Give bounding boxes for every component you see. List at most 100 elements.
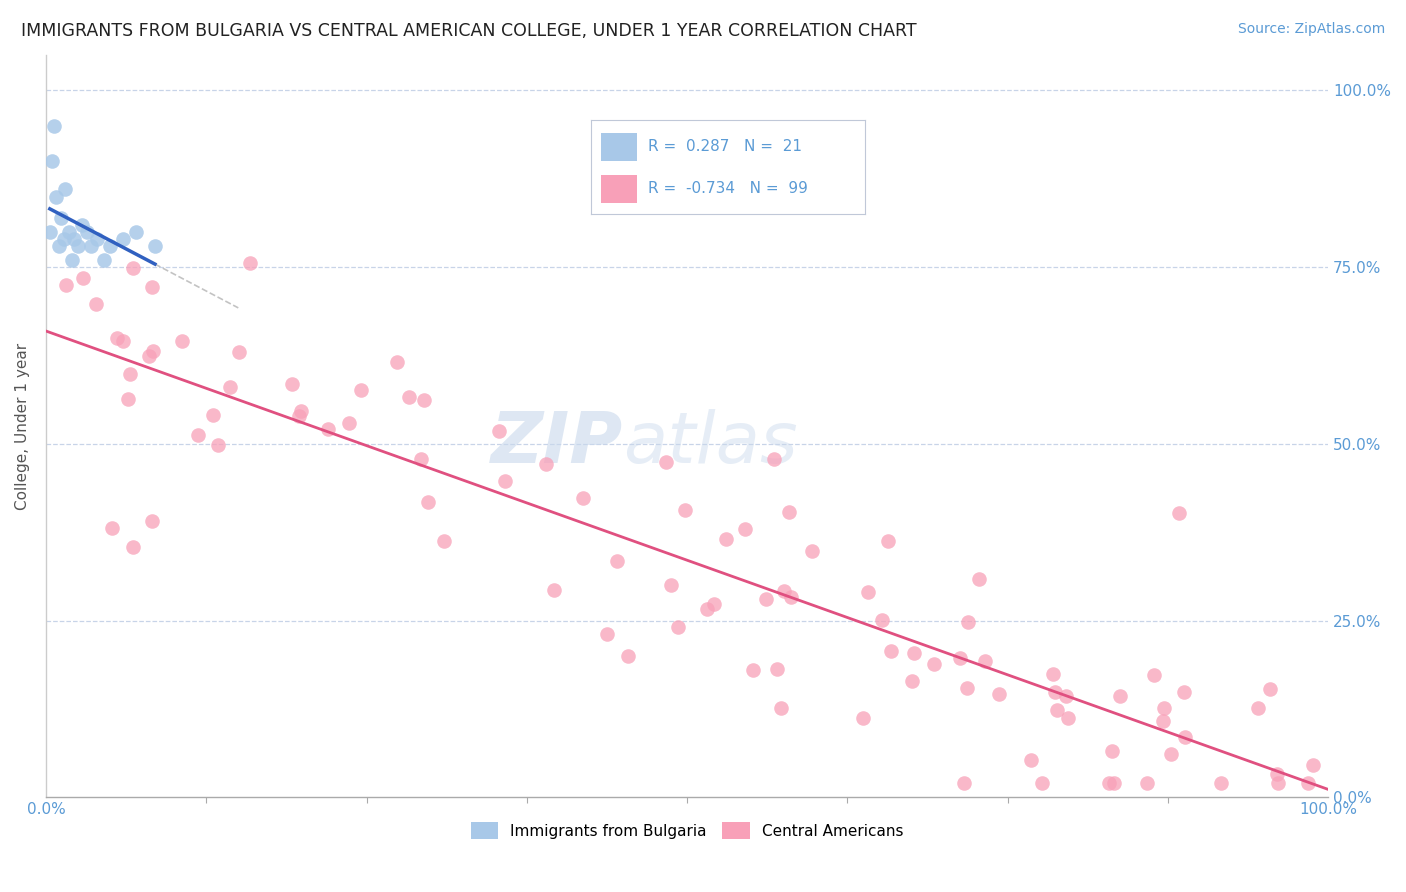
- Point: [779, 590, 801, 604]
- Point: [142, 344, 165, 359]
- Point: [111, 334, 134, 348]
- Point: [765, 662, 787, 676]
- Point: [778, 505, 800, 519]
- Point: [801, 543, 824, 558]
- Point: [48, 239, 70, 253]
- Point: [41, 154, 63, 169]
- Point: [290, 403, 312, 417]
- Point: [143, 239, 166, 253]
- Point: [955, 681, 977, 695]
- Point: [416, 495, 439, 509]
- Point: [111, 232, 134, 246]
- Point: [122, 540, 145, 554]
- Point: [852, 710, 875, 724]
- Point: [55, 277, 77, 292]
- Point: [1109, 689, 1132, 703]
- Point: [696, 602, 718, 616]
- Point: [1043, 685, 1066, 699]
- Point: [1173, 730, 1195, 744]
- Point: [1267, 776, 1289, 790]
- Point: [1173, 685, 1195, 699]
- Point: [1136, 776, 1159, 790]
- Point: [536, 457, 558, 471]
- Point: [702, 597, 724, 611]
- Point: [100, 521, 122, 535]
- Point: [76, 225, 98, 239]
- Point: [42, 119, 65, 133]
- Point: [770, 700, 793, 714]
- Point: [66, 239, 89, 253]
- Point: [488, 424, 510, 438]
- Point: [202, 409, 225, 423]
- Point: [988, 688, 1011, 702]
- Point: [856, 585, 879, 599]
- Point: [288, 409, 311, 423]
- Point: [606, 554, 628, 568]
- Point: [659, 578, 682, 592]
- Point: [207, 437, 229, 451]
- Point: [141, 280, 163, 294]
- Point: [595, 627, 617, 641]
- Point: [1057, 711, 1080, 725]
- Point: [70, 218, 93, 232]
- Point: [349, 384, 371, 398]
- Point: [51, 211, 73, 225]
- Point: [1098, 776, 1121, 790]
- Point: [38, 225, 60, 239]
- Point: [172, 334, 194, 348]
- Point: [228, 344, 250, 359]
- Point: [734, 523, 756, 537]
- Point: [63, 232, 86, 246]
- FancyBboxPatch shape: [602, 175, 637, 202]
- Point: [316, 422, 339, 436]
- Point: [239, 256, 262, 270]
- Point: [1168, 506, 1191, 520]
- Point: [1143, 668, 1166, 682]
- Point: [58, 225, 80, 239]
- Point: [1031, 776, 1053, 790]
- Point: [1054, 689, 1077, 703]
- Point: [673, 503, 696, 517]
- Point: [72, 271, 94, 285]
- Point: [337, 416, 360, 430]
- FancyBboxPatch shape: [602, 133, 637, 161]
- Point: [872, 613, 894, 627]
- Point: [901, 674, 924, 689]
- Legend: Immigrants from Bulgaria, Central Americans: Immigrants from Bulgaria, Central Americ…: [464, 815, 910, 846]
- Point: [1153, 701, 1175, 715]
- Point: [967, 572, 990, 586]
- Point: [122, 261, 145, 276]
- Point: [117, 392, 139, 407]
- Point: [571, 491, 593, 505]
- Point: [385, 354, 408, 368]
- Point: [60, 253, 83, 268]
- Point: [655, 455, 678, 469]
- Point: [543, 582, 565, 597]
- Point: [1258, 682, 1281, 697]
- Point: [53, 182, 76, 196]
- Point: [105, 331, 128, 345]
- Point: [1247, 701, 1270, 715]
- Point: [187, 427, 209, 442]
- Text: Source: ZipAtlas.com: Source: ZipAtlas.com: [1237, 22, 1385, 37]
- Point: [716, 533, 738, 547]
- Point: [125, 225, 148, 239]
- Point: [120, 367, 142, 381]
- Point: [398, 390, 420, 404]
- Point: [1101, 744, 1123, 758]
- Point: [773, 583, 796, 598]
- Point: [666, 620, 689, 634]
- Point: [98, 239, 121, 253]
- Point: [763, 452, 786, 467]
- Point: [1152, 714, 1174, 728]
- Point: [86, 232, 108, 246]
- Point: [1160, 747, 1182, 761]
- Point: [880, 644, 903, 658]
- Point: [1265, 767, 1288, 781]
- Point: [1046, 703, 1069, 717]
- Point: [1209, 776, 1232, 790]
- Point: [80, 239, 103, 253]
- Point: [412, 393, 434, 408]
- Point: [903, 646, 925, 660]
- Point: [84, 297, 107, 311]
